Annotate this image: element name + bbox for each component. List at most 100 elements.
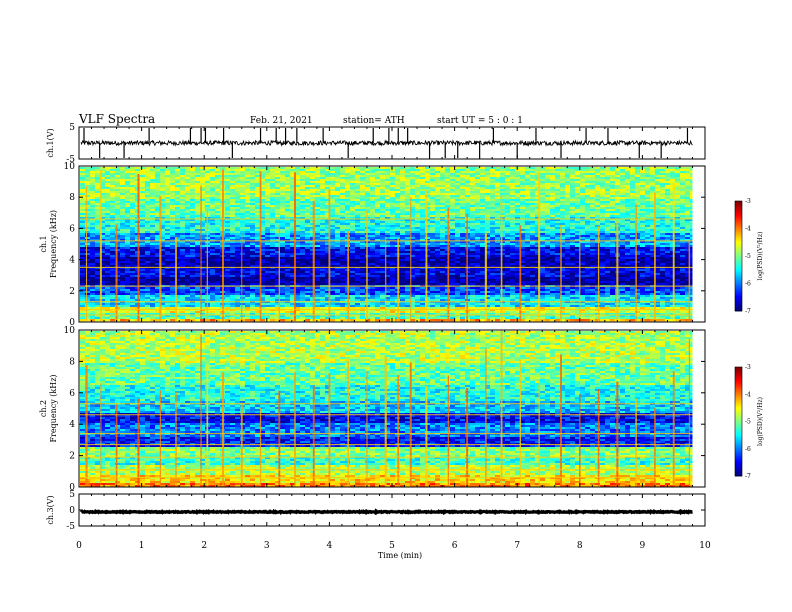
spectrogram-cell (115, 191, 121, 194)
spectrogram-cell (95, 185, 101, 188)
spectrogram-cell (560, 213, 566, 216)
spectrogram-cell (655, 175, 661, 178)
spectrogram-cell (85, 239, 91, 242)
spectrogram-cell (325, 225, 331, 228)
spectrogram-cell (120, 223, 126, 226)
spectrogram-cell (325, 243, 331, 246)
spectrogram-cell (585, 181, 591, 184)
spectrogram-cell (660, 193, 666, 196)
spectrogram-cell (300, 199, 306, 202)
spectrogram-cell (180, 199, 186, 202)
spectrogram-cell (110, 181, 116, 184)
spectrogram-cell (150, 191, 156, 194)
spectrogram-cell (320, 189, 326, 192)
spectrogram-cell (285, 219, 291, 222)
spectrogram-cell (350, 235, 356, 238)
spectrogram-cell (345, 219, 351, 222)
spectrogram-cell (515, 223, 521, 226)
spectrogram-cell (355, 201, 361, 204)
spectrogram-cell (170, 167, 176, 170)
spectrogram-cell (255, 237, 261, 240)
spectrogram-cell (575, 181, 581, 184)
spectrogram-cell (110, 207, 116, 210)
spectrogram-cell (460, 167, 466, 170)
spectrogram-cell (240, 227, 246, 230)
spectrogram-cell (510, 233, 516, 236)
spectrogram-cell (430, 207, 436, 210)
spectrogram-cell (500, 237, 506, 240)
spectrogram-cell (130, 189, 136, 192)
spectrogram-cell (460, 175, 466, 178)
spectrogram-cell (665, 173, 671, 176)
spectrogram-cell (420, 187, 426, 190)
spectrogram-cell (155, 227, 161, 230)
spectrogram-cell (400, 169, 406, 172)
spectrogram-cell (630, 221, 636, 224)
spectrogram-cell (340, 195, 346, 198)
spectrogram-cell (685, 217, 691, 220)
spectrogram-cell (470, 171, 476, 174)
spectrogram-cell (360, 193, 366, 196)
spectrogram-cell (100, 215, 106, 218)
spectrogram-cell (120, 175, 126, 178)
spectrogram-cell (250, 189, 256, 192)
spectrogram-cell (395, 211, 401, 214)
spectrogram-cell (100, 245, 106, 248)
spectrogram-cell (315, 189, 321, 192)
spectrogram-cell (360, 243, 366, 246)
spectrogram-cell (480, 181, 486, 184)
spectrogram-cell (190, 193, 196, 196)
spectrogram-cell (575, 225, 581, 228)
spectrogram-cell (125, 207, 131, 210)
spectrogram-cell (360, 191, 366, 194)
spectrogram-cell (80, 221, 86, 224)
spectrogram-cell (630, 173, 636, 176)
spectrogram-cell (190, 215, 196, 218)
spectrogram-cell (195, 225, 201, 228)
spectrogram-cell (250, 227, 256, 230)
spectrogram-cell (175, 175, 181, 178)
spectrogram-cell (350, 207, 356, 210)
spectrogram-cell (600, 201, 606, 204)
spectrogram-cell (530, 211, 536, 214)
spectrogram-cell (240, 241, 246, 244)
spectrogram-cell (185, 189, 191, 192)
spectrogram-cell (275, 187, 281, 190)
spectrogram-cell (355, 217, 361, 220)
spectrogram-cell (320, 237, 326, 240)
spectrogram-cell (605, 205, 611, 208)
spectrogram-cell (275, 215, 281, 218)
spectrogram-cell (565, 227, 571, 230)
spectrogram-cell (410, 207, 416, 210)
spectrogram-cell (185, 207, 191, 210)
spectrogram-cell (140, 169, 146, 172)
spectrogram-cell (400, 205, 406, 208)
spectrogram-cell (160, 167, 166, 170)
spectrogram-cell (255, 183, 261, 186)
spectrogram-cell (480, 173, 486, 176)
spectrogram-cell (355, 237, 361, 240)
spectrogram-cell (450, 225, 456, 228)
spectrogram-cell (345, 225, 351, 228)
spectrogram-cell (245, 207, 251, 210)
spectrogram-cell (445, 181, 451, 184)
spectrogram-cell (620, 215, 626, 218)
spectrogram-cell (260, 213, 266, 216)
spectrogram-cell (345, 173, 351, 176)
spectrogram-cell (600, 231, 606, 234)
spectrogram-cell (245, 227, 251, 230)
spectrogram-cell (340, 227, 346, 230)
spectrogram-cell (230, 229, 236, 232)
spectrogram-cell (125, 223, 131, 226)
spectrogram-cell (545, 223, 551, 226)
spectrogram-cell (335, 201, 341, 204)
spectrogram-cell (360, 223, 366, 226)
spectrogram-cell (675, 191, 681, 194)
spectrogram-cell (165, 231, 171, 234)
spectrogram-cell (200, 243, 206, 246)
spectrogram-cell (125, 189, 131, 192)
spectrogram-cell (170, 233, 176, 236)
spectrogram-cell (490, 213, 496, 216)
spectrogram-cell (550, 191, 556, 194)
spectrogram-cell (580, 225, 586, 228)
